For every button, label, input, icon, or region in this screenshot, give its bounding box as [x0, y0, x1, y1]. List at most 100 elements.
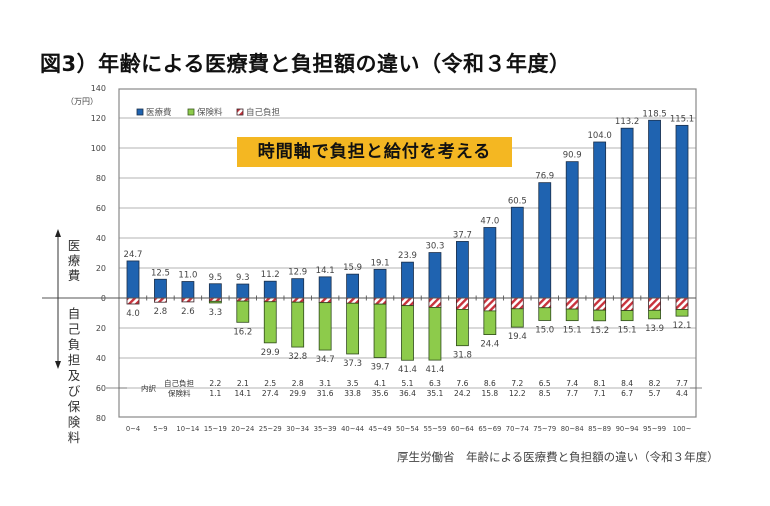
x-tick-label: 35~39	[314, 425, 337, 433]
x-tick-label: 30~34	[286, 425, 309, 433]
bar-medical	[675, 124, 689, 299]
x-tick-label: 5~9	[153, 425, 167, 433]
bar-premium	[428, 307, 442, 361]
side-label-char: 険	[68, 415, 81, 430]
table-cell-premium: 35.6	[372, 389, 389, 398]
table-cell-self: 2.1	[237, 379, 249, 388]
table-cell-self: 8.1	[594, 379, 606, 388]
side-label-char: 己	[68, 322, 81, 337]
value-label-medical: 23.9	[398, 251, 417, 261]
y-axis-ticks: 14012010080604020020406080	[91, 84, 106, 423]
value-label-burden: 15.0	[535, 326, 554, 336]
bar-medical	[510, 206, 524, 299]
legend-swatch-medical	[136, 108, 144, 116]
value-label-medical: 60.5	[508, 196, 527, 206]
table-cell-self: 8.4	[621, 379, 633, 388]
table-cell-premium: 7.7	[566, 389, 578, 398]
table-cell-premium: 33.8	[344, 389, 361, 398]
bar-premium	[675, 309, 689, 317]
value-label-medical: 9.3	[236, 273, 250, 283]
value-label-burden: 32.8	[288, 352, 307, 362]
value-label-medical: 14.1	[316, 266, 335, 276]
bar-medical	[373, 268, 387, 299]
x-tick-label: 85~89	[588, 425, 611, 433]
value-label-burden: 37.3	[343, 359, 362, 369]
value-label-medical: 11.0	[178, 271, 197, 281]
x-tick-label: 75~79	[533, 425, 556, 433]
x-tick-label: 10~14	[176, 425, 199, 433]
value-label-burden: 15.1	[563, 326, 582, 336]
arrow-down-icon	[55, 361, 61, 369]
table-cell-premium: 29.9	[289, 389, 306, 398]
bar-premium	[208, 300, 222, 304]
value-label-medical: 90.9	[563, 151, 582, 161]
bar-self-pay	[154, 297, 167, 303]
value-label-medical: 113.2	[615, 117, 639, 127]
bar-premium	[263, 301, 277, 344]
x-tick-label: 40~44	[341, 425, 364, 433]
y-tick-label: 20	[96, 264, 106, 273]
table-cell-premium: 27.4	[262, 389, 279, 398]
bar-premium	[455, 308, 469, 347]
bar-premium	[538, 307, 552, 321]
source-caption: 厚生労働省 年齢による医療費と負担額の違い（令和３年度）	[397, 450, 719, 464]
value-label-burden: 12.1	[673, 321, 692, 331]
y-unit-label: （万円）	[66, 97, 98, 106]
value-label-burden: 31.8	[453, 351, 472, 361]
bar-medical	[208, 283, 222, 299]
y-tick-label: 100	[91, 144, 106, 153]
value-label-burden: 15.1	[618, 326, 637, 336]
value-label-medical: 15.9	[343, 263, 362, 273]
arrow-up-icon	[55, 229, 61, 237]
value-label-medical: 30.3	[425, 242, 444, 252]
table-cell-premium: 8.5	[539, 389, 551, 398]
legend-label-premium: 保険料	[197, 107, 223, 118]
bar-self-pay	[675, 297, 689, 310]
table-cell-premium: 31.6	[317, 389, 334, 398]
legend: 医療費 保険料 自己負担	[136, 107, 281, 118]
value-label-medical: 12.5	[151, 268, 170, 278]
table-cell-self: 5.1	[402, 379, 414, 388]
bar-self-pay	[291, 297, 305, 303]
banner-callout: 時間軸で負担と給付を考える	[237, 137, 512, 167]
table-cell-premium: 1.1	[209, 389, 221, 398]
x-tick-label: 60~64	[451, 425, 474, 433]
table-cell-premium: 4.4	[676, 389, 688, 398]
value-label-burden: 15.2	[590, 326, 609, 336]
x-tick-label: 90~94	[616, 425, 639, 433]
y-tick-label: 140	[91, 84, 106, 93]
x-tick-label: 55~59	[423, 425, 446, 433]
value-label-medical: 115.1	[670, 114, 694, 124]
y-tick-label: 20	[96, 324, 106, 333]
bar-premium	[565, 308, 579, 322]
bar-medical	[154, 278, 167, 299]
value-label-burden: 2.8	[154, 307, 168, 317]
table-cell-self: 7.4	[566, 379, 578, 388]
table-cell-premium: 12.2	[509, 389, 526, 398]
bar-self-pay	[373, 297, 387, 305]
table-cell-premium: 15.8	[481, 389, 498, 398]
x-tick-label: 25~29	[259, 425, 282, 433]
bar-premium	[620, 310, 634, 322]
bar-medical	[181, 281, 195, 299]
table-cell-premium: 35.1	[427, 389, 444, 398]
bar-self-pay	[538, 297, 552, 309]
table-cell-self: 7.2	[511, 379, 523, 388]
table-cell-premium: 24.2	[454, 389, 471, 398]
bar-self-pay	[428, 297, 442, 308]
x-tick-label: 45~49	[369, 425, 392, 433]
y-tick-label: 80	[96, 174, 106, 183]
table-cell-self: 6.3	[429, 379, 441, 388]
value-label-medical: 76.9	[535, 172, 554, 182]
side-label-medical: 医療費	[68, 238, 81, 283]
bar-medical	[593, 141, 607, 299]
table-cell-self: 4.1	[374, 379, 386, 388]
bar-premium	[346, 302, 360, 355]
bar-medical	[565, 161, 579, 299]
side-label-char: 負	[68, 337, 81, 352]
value-labels: 24.7 4.0 12.5 2.8 11.0 2.6 9.5 3.3 9.3 16.2 11.2 29…	[124, 109, 695, 375]
side-label-char: 担	[68, 353, 81, 368]
value-label-burden: 41.4	[398, 365, 417, 375]
value-label-burden: 24.4	[480, 340, 499, 350]
bar-self-pay	[181, 297, 195, 303]
